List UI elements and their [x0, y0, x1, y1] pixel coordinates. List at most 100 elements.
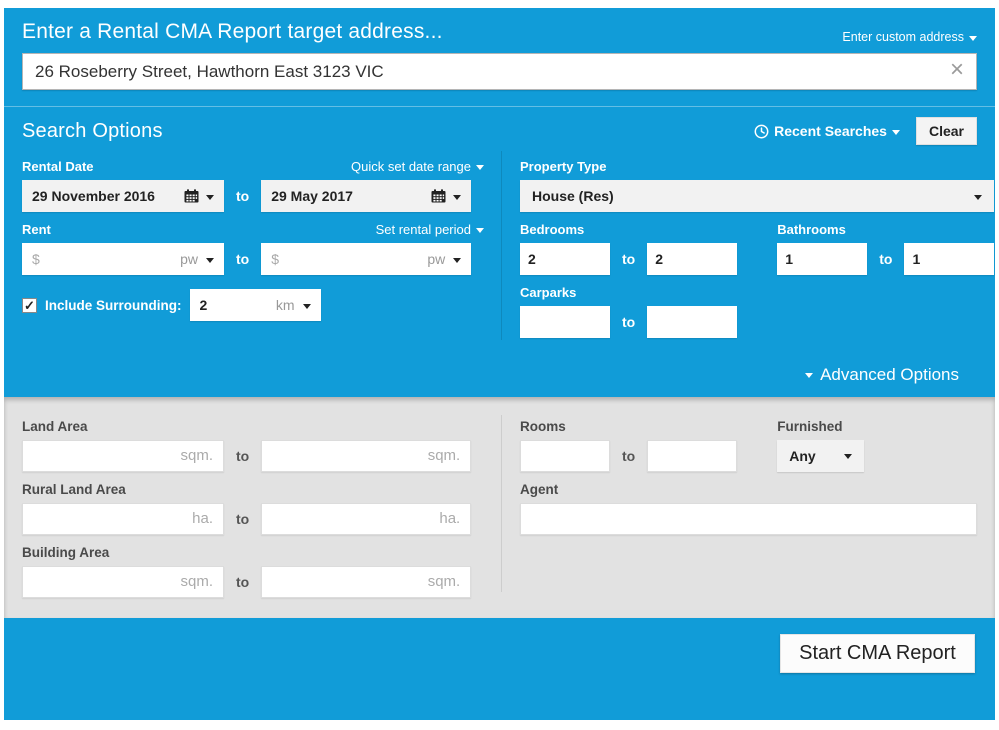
recent-searches-label: Recent Searches [774, 123, 887, 139]
rooms-max-input[interactable] [647, 439, 738, 472]
land-area-min-input[interactable] [33, 447, 181, 464]
chevron-down-icon [206, 194, 214, 200]
calendar-icon [431, 189, 446, 203]
rental-cma-search-panel: Enter a Rental CMA Report target address… [4, 8, 995, 720]
advanced-options-panel: Land Area sqm. to sqm. Rural Land Area [4, 396, 995, 618]
rent-label: Rent [22, 222, 51, 237]
rent-max-period-label: pw [427, 251, 446, 267]
rent-min-input[interactable] [32, 251, 177, 267]
land-area-label: Land Area [22, 418, 88, 434]
search-options-section: Search Options Recent Searches Clear Ren… [4, 107, 995, 397]
clear-address-icon[interactable]: × [949, 56, 964, 83]
building-area-label: Building Area [22, 544, 110, 560]
building-area-max-field: sqm. [261, 565, 472, 598]
rent-min-period-label: pw [180, 251, 198, 267]
rooms-min-input[interactable] [520, 439, 610, 472]
building-area-unit: sqm. [427, 573, 461, 590]
rental-date-to-picker[interactable]: 29 May 2017 [261, 180, 472, 212]
rural-land-area-unit: ha. [192, 510, 213, 527]
land-area-max-field: sqm. [261, 439, 472, 472]
check-icon: ✓ [24, 297, 35, 313]
surrounding-unit-label: km [275, 297, 295, 313]
building-area-min-input[interactable] [33, 573, 181, 590]
to-separator: to [236, 251, 250, 267]
land-area-min-field: sqm. [22, 439, 224, 472]
rent-max-input[interactable] [271, 251, 424, 267]
include-surrounding-checkbox[interactable]: ✓ [22, 297, 37, 313]
furnished-select[interactable]: Any [777, 439, 865, 472]
surrounding-unit-dropdown[interactable] [302, 303, 311, 309]
clock-icon [754, 124, 769, 138]
land-area-max-input[interactable] [272, 447, 428, 464]
carparks-max-input[interactable] [647, 306, 738, 338]
rural-land-area-max-input[interactable] [272, 510, 440, 527]
bathrooms-max-input[interactable] [904, 243, 995, 275]
address-input[interactable] [23, 61, 942, 82]
bedrooms-min-input[interactable] [520, 243, 610, 275]
rent-max-field: pw [261, 243, 472, 275]
rural-land-area-max-field: ha. [261, 502, 472, 535]
to-separator: to [622, 314, 636, 330]
page-title: Enter a Rental CMA Report target address… [22, 20, 443, 43]
rural-land-area-min-input[interactable] [33, 510, 193, 527]
land-area-unit: sqm. [180, 447, 213, 464]
include-surrounding-label: Include Surrounding: [45, 297, 182, 313]
chevron-down-icon [844, 454, 853, 459]
to-separator: to [879, 251, 893, 267]
clear-button[interactable]: Clear [915, 117, 977, 145]
advanced-options-toggle[interactable]: Advanced Options [805, 365, 959, 385]
rural-land-area-unit: ha. [439, 510, 461, 527]
land-area-unit: sqm. [427, 447, 461, 464]
rental-date-from-picker[interactable]: 29 November 2016 [22, 180, 224, 212]
furnished-label: Furnished [777, 418, 843, 434]
enter-custom-address-link[interactable]: Enter custom address [842, 30, 977, 44]
agent-label: Agent [520, 481, 559, 497]
to-separator: to [236, 573, 250, 590]
chevron-down-icon [453, 194, 462, 200]
rental-date-label: Rental Date [22, 159, 94, 174]
to-separator: to [622, 447, 636, 464]
bedrooms-max-input[interactable] [647, 243, 738, 275]
to-separator: to [236, 188, 250, 204]
property-type-label: Property Type [520, 159, 607, 174]
chevron-down-icon [805, 373, 814, 378]
section-divider [4, 106, 995, 107]
carparks-min-input[interactable] [520, 306, 610, 338]
start-cma-report-button[interactable]: Start CMA Report [780, 633, 975, 673]
address-section: Enter a Rental CMA Report target address… [4, 8, 995, 106]
rent-max-period-dropdown[interactable] [453, 257, 462, 263]
building-area-min-field: sqm. [22, 565, 224, 598]
address-search-box: × [22, 53, 977, 90]
bedrooms-label: Bedrooms [520, 222, 585, 237]
recent-searches-link[interactable]: Recent Searches [754, 123, 900, 139]
surrounding-distance-field: km [189, 289, 321, 321]
bathrooms-label: Bathrooms [777, 222, 846, 237]
rural-land-area-label: Rural Land Area [22, 481, 126, 497]
search-options-title: Search Options [22, 119, 163, 142]
advanced-options-label: Advanced Options [820, 364, 959, 384]
calendar-icon [184, 189, 199, 203]
carparks-label: Carparks [520, 285, 577, 300]
building-area-unit: sqm. [180, 573, 213, 590]
quick-set-date-range-link[interactable]: Quick set date range [351, 159, 484, 174]
rural-land-area-min-field: ha. [22, 502, 224, 535]
chevron-down-icon [476, 228, 484, 233]
rent-min-field: pw [22, 243, 224, 275]
building-area-max-input[interactable] [272, 573, 428, 590]
surrounding-distance-input[interactable] [199, 297, 272, 313]
enter-custom-address-label: Enter custom address [842, 30, 964, 44]
chevron-down-icon [476, 165, 484, 170]
to-separator: to [236, 447, 250, 464]
to-separator: to [622, 251, 636, 267]
rooms-label: Rooms [520, 418, 566, 434]
bathrooms-min-input[interactable] [777, 243, 868, 275]
chevron-down-icon [969, 35, 977, 41]
to-separator: to [236, 510, 250, 527]
agent-input[interactable] [520, 502, 977, 535]
footer-bar: Start CMA Report [4, 618, 995, 721]
property-type-select[interactable]: House (Res) [520, 180, 995, 212]
set-rental-period-link[interactable]: Set rental period [376, 222, 484, 237]
chevron-down-icon [974, 194, 983, 200]
chevron-down-icon [891, 129, 900, 135]
rent-min-period-dropdown[interactable] [206, 257, 214, 263]
